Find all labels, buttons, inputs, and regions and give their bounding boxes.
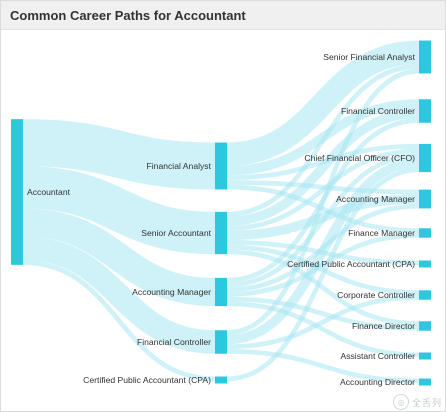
- node-label-fd2: Finance Director: [352, 321, 415, 331]
- watermark-text: 全舌列: [411, 397, 442, 408]
- node-cpa[interactable]: [215, 376, 227, 384]
- node-cpa2[interactable]: [419, 260, 431, 268]
- link-am-to-fd2[interactable]: [226, 296, 420, 331]
- card-header: Common Career Paths for Accountant: [1, 1, 445, 30]
- link-fc-to-sfa2[interactable]: [226, 68, 420, 335]
- link-fa-to-fm2[interactable]: [226, 184, 420, 233]
- link-sa-to-cfo2[interactable]: [226, 148, 420, 231]
- node-fc[interactable]: [215, 330, 227, 354]
- watermark: ◎ 全舌列: [392, 394, 442, 410]
- node-label-fm2: Finance Manager: [348, 228, 415, 238]
- node-ad2[interactable]: [419, 378, 431, 386]
- link-acc-to-fc[interactable]: [22, 236, 216, 354]
- link-am-to-fm2[interactable]: [226, 233, 420, 297]
- node-sfa2[interactable]: [419, 40, 431, 74]
- link-fa-to-sfa2[interactable]: [226, 40, 420, 166]
- node-am[interactable]: [215, 277, 227, 307]
- sankey-links: [22, 40, 420, 384]
- node-label-fa: Financial Analyst: [147, 161, 212, 171]
- watermark-logo-icon: ◎: [392, 394, 409, 410]
- node-am2[interactable]: [419, 189, 431, 209]
- node-label-fc2: Financial Controller: [341, 106, 415, 116]
- link-acc-to-fa[interactable]: [22, 119, 216, 190]
- node-label-cfo2: Chief Financial Officer (CFO): [304, 153, 415, 163]
- link-fc-to-cc2[interactable]: [226, 295, 420, 350]
- sankey-labels: Accountant Financial Analyst Senior Accoun…: [27, 52, 416, 387]
- node-label-cc2: Corporate Controller: [337, 290, 415, 300]
- node-ac2[interactable]: [419, 352, 431, 360]
- link-fc-to-cfo2[interactable]: [226, 158, 420, 345]
- node-label-cpa: Certified Public Accountant (CPA): [83, 375, 211, 385]
- node-label-sa: Senior Accountant: [141, 228, 211, 238]
- node-fc2[interactable]: [419, 99, 431, 123]
- node-label-am: Accounting Manager: [132, 287, 211, 297]
- link-acc-to-am[interactable]: [22, 208, 216, 307]
- node-cfo2[interactable]: [419, 143, 431, 173]
- link-sa-to-fd2[interactable]: [226, 249, 420, 326]
- link-acc-to-cpa[interactable]: [22, 260, 216, 382]
- node-label-sfa2: Senior Financial Analyst: [323, 52, 415, 62]
- node-fd2[interactable]: [419, 321, 431, 331]
- link-cpa-to-cfo2[interactable]: [226, 167, 420, 382]
- node-label-ad2: Accounting Director: [340, 377, 415, 387]
- sankey-nodes: [11, 40, 431, 386]
- link-fc-to-ad2[interactable]: [226, 349, 420, 384]
- link-sa-to-fc2[interactable]: [226, 108, 420, 226]
- card-title: Common Career Paths for Accountant: [10, 8, 246, 23]
- link-am-to-ac2[interactable]: [226, 301, 420, 358]
- node-label-cpa2: Certified Public Accountant (CPA): [287, 259, 415, 269]
- node-cc2[interactable]: [419, 290, 431, 300]
- link-am-to-cfo2[interactable]: [226, 153, 420, 288]
- node-acc[interactable]: [11, 119, 23, 265]
- node-fm2[interactable]: [419, 228, 431, 238]
- node-label-am2: Accounting Manager: [336, 194, 415, 204]
- node-label-ac2: Assistant Controller: [340, 351, 415, 361]
- node-label-fc: Financial Controller: [137, 337, 211, 347]
- node-label-acc: Accountant: [27, 187, 71, 197]
- node-fa[interactable]: [215, 142, 227, 190]
- node-sa[interactable]: [215, 211, 227, 255]
- link-acc-to-sa[interactable]: [22, 166, 216, 255]
- link-sa-to-sfa2[interactable]: [226, 64, 420, 217]
